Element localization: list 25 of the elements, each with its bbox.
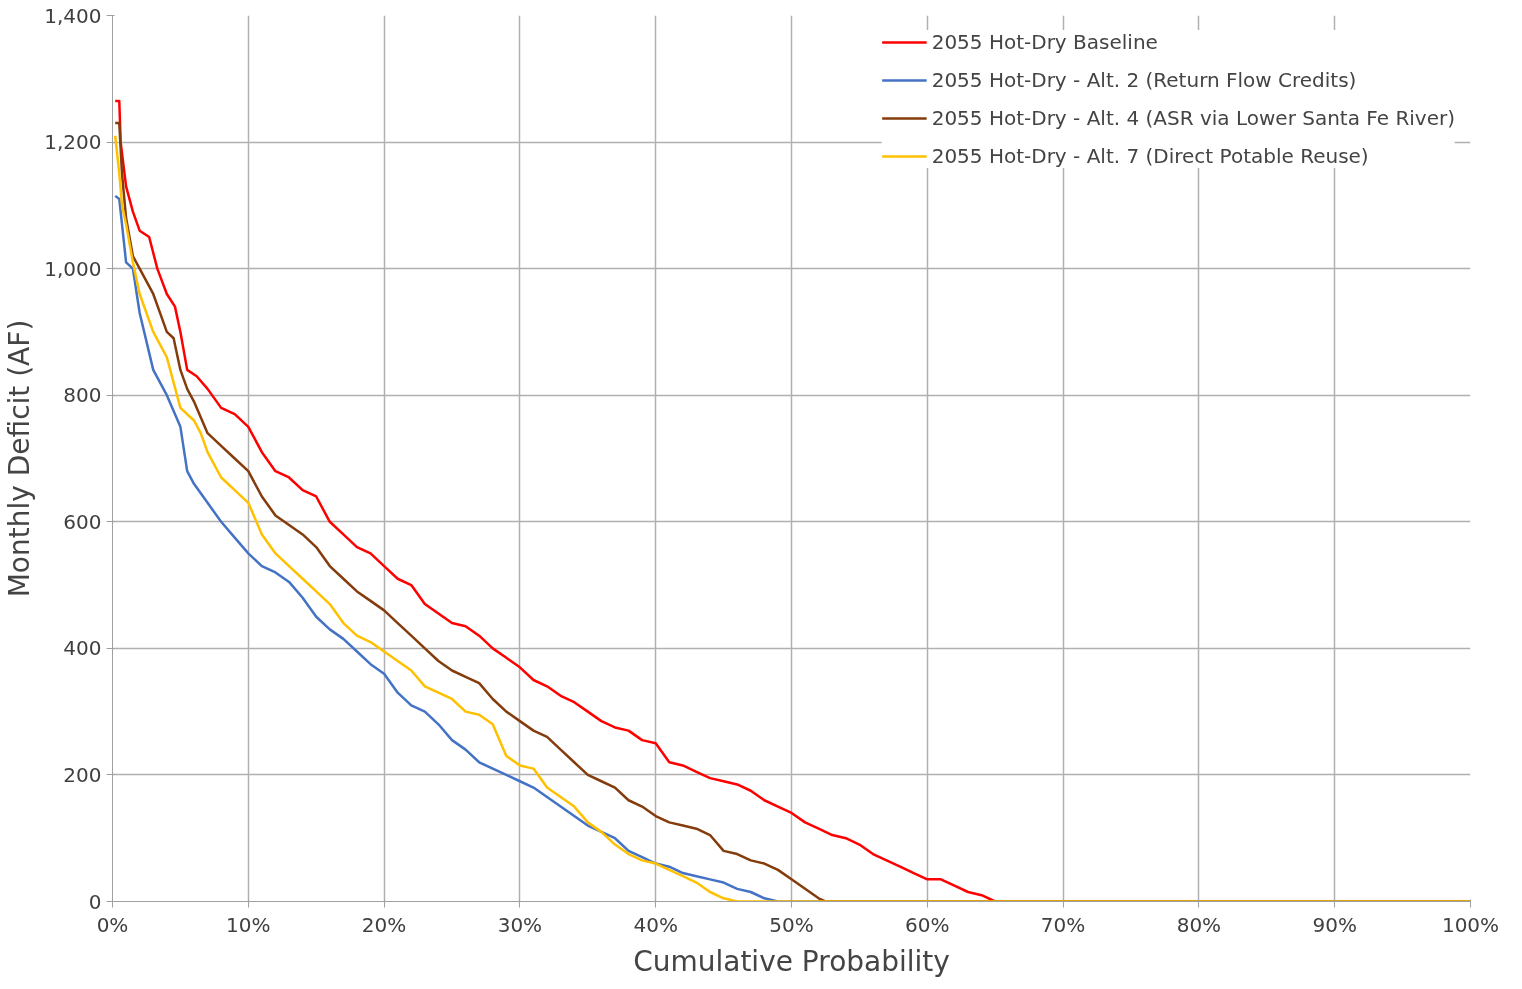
x-tick-label: 60% xyxy=(905,912,950,937)
x-tick-label: 80% xyxy=(1176,912,1222,937)
legend-label: 2055 Hot-Dry - Alt. 7 (Direct Potable Reuse) xyxy=(931,144,1369,168)
x-tick-label: 0% xyxy=(96,912,129,937)
legend-label: 2055 Hot-Dry - Alt. 4 (ASR via Lower Santa Fe River) xyxy=(931,106,1455,130)
x-tick-label: 70% xyxy=(1040,912,1086,937)
x-tick-label: 40% xyxy=(633,912,678,937)
y-tick-label: 0 xyxy=(88,889,102,914)
y-tick-label: 1,000 xyxy=(44,256,102,281)
y-axis-title: Monthly Deficit (AF) xyxy=(3,319,37,598)
legend-label: 2055 Hot-Dry - Alt. 2 (Return Flow Credits) xyxy=(931,68,1357,92)
x-tick-label: 100% xyxy=(1441,912,1500,937)
y-tick-label: 1,400 xyxy=(44,3,102,28)
x-tick-label: 10% xyxy=(226,912,271,937)
legend-label: 2055 Hot-Dry Baseline xyxy=(931,30,1158,54)
y-tick-label: 400 xyxy=(63,636,102,661)
y-tick-label: 1,200 xyxy=(44,130,102,155)
y-tick-label: 800 xyxy=(63,383,102,408)
x-tick-label: 90% xyxy=(1312,912,1357,937)
x-tick-label: 50% xyxy=(769,912,814,937)
x-axis-title: Cumulative Probability xyxy=(633,944,950,978)
x-tick-label: 30% xyxy=(497,912,543,937)
y-tick-label: 200 xyxy=(63,762,102,787)
x-tick-label: 20% xyxy=(361,912,407,937)
y-tick-label: 600 xyxy=(63,509,102,534)
